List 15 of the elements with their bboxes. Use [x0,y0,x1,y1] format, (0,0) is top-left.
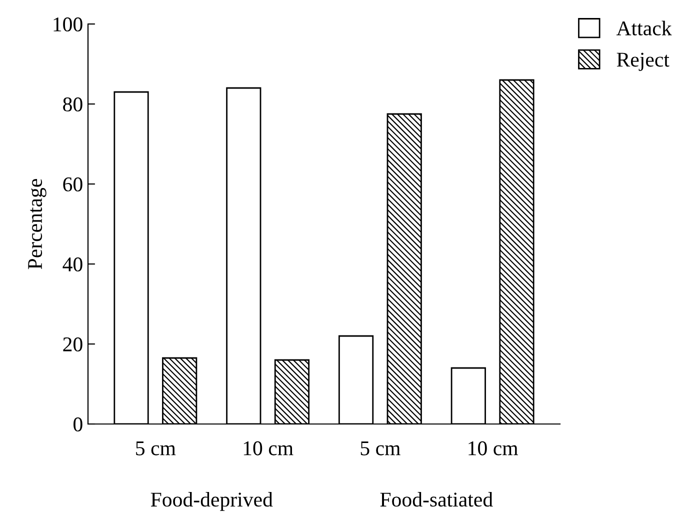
legend-label: Attack [616,20,672,36]
y-tick-label: 0 [74,417,82,432]
y-axis-title: Percentage [28,179,46,270]
y-tick-label: 100 [54,17,82,32]
x-tick-label: 5 cm [136,441,176,456]
y-tick-label: 80 [63,97,82,112]
y-tick-label: 60 [63,177,82,192]
x-tick-label: 5 cm [360,441,400,456]
legend-label: Reject [616,52,670,71]
y-tick-label: 20 [63,337,82,352]
text: Food-deprived [150,492,273,511]
y-tick-label: 40 [62,257,82,272]
text: Food-satiated [380,492,493,507]
x-tick-label: 10 cm [468,441,518,456]
x-tick-label: 10 cm [244,441,294,456]
